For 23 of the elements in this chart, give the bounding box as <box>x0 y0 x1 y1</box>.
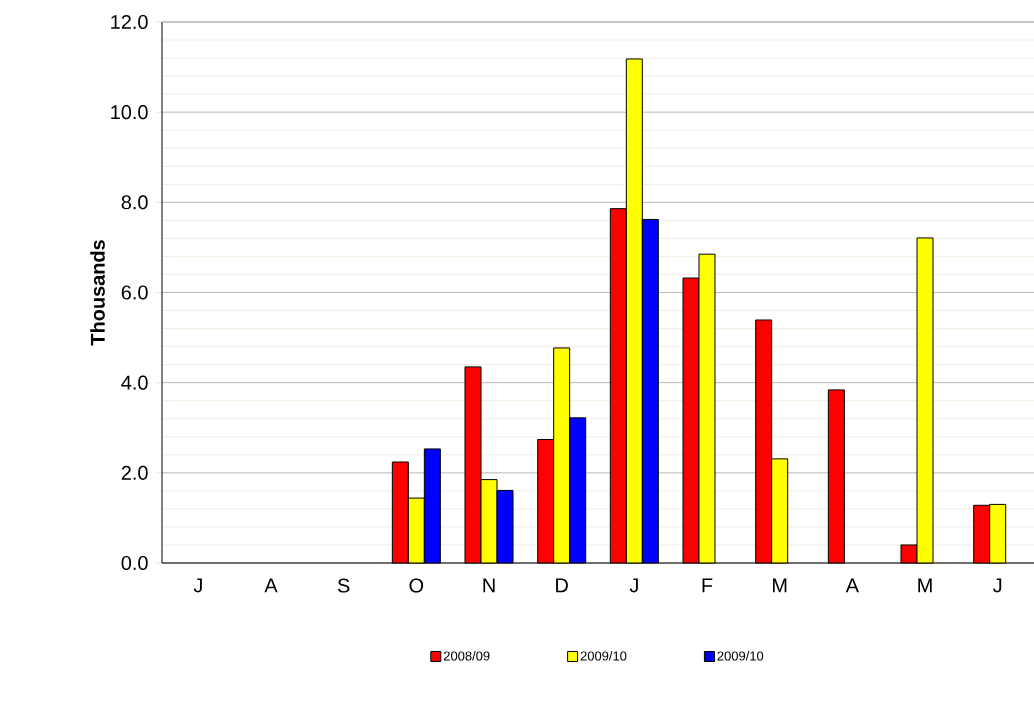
x-tick-label: J <box>193 578 202 593</box>
x-tick-label: A <box>264 578 278 593</box>
x-tick-label: A <box>845 578 859 593</box>
y-tick-label: 4.0 <box>121 375 148 390</box>
y-tick-label: 2.0 <box>121 465 148 480</box>
x-tick-label: O <box>409 578 424 593</box>
x-tick-label: N <box>483 578 495 593</box>
legend-label: 2009/10 <box>717 651 764 661</box>
y-tick-label: 8.0 <box>121 195 148 210</box>
x-tick-label: M <box>773 578 787 593</box>
y-tick-label: 6.0 <box>121 285 148 300</box>
y-tick-label: 0.0 <box>121 555 148 571</box>
x-tick-label: M <box>918 578 932 593</box>
y-axis-title: Thousands <box>90 240 105 346</box>
legend-label: 2009/10 <box>580 651 627 661</box>
x-tick-label: S <box>337 578 350 593</box>
x-tick-label: J <box>993 578 1002 593</box>
x-tick-label: D <box>556 578 568 593</box>
legend-label: 2008/09 <box>443 651 490 661</box>
y-tick-label: 12.0 <box>111 14 148 30</box>
x-tick-label: F <box>702 578 713 593</box>
x-tick-label: J <box>629 578 638 593</box>
y-tick-label: 10.0 <box>111 105 148 120</box>
